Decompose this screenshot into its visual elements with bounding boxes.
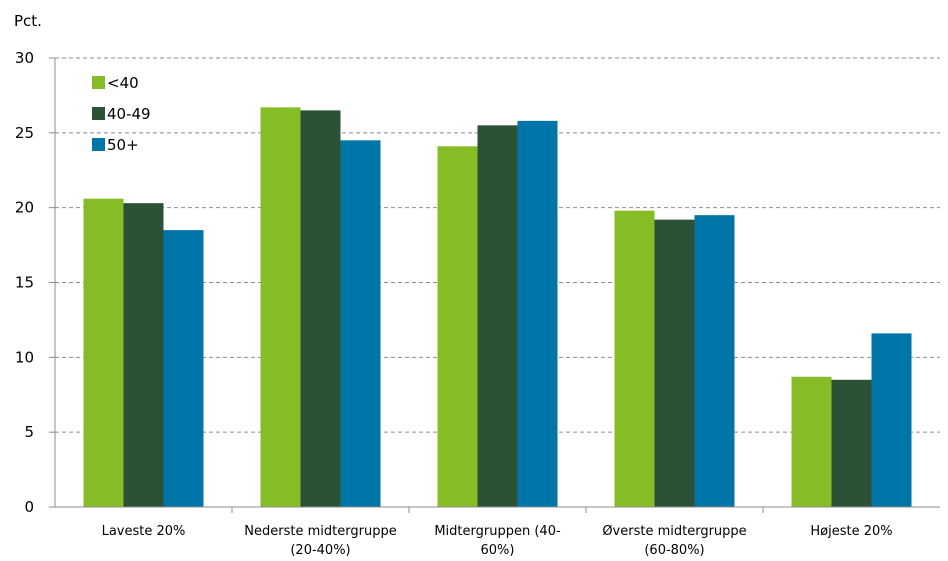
bar	[123, 203, 164, 507]
bar	[614, 210, 655, 507]
legend-item: 40-49	[92, 105, 151, 123]
legend-swatch	[92, 138, 105, 151]
y-unit-label: Pct.	[14, 12, 42, 30]
x-tick-label: Højeste 20%	[810, 524, 892, 539]
bar	[517, 120, 558, 508]
bar	[340, 140, 381, 508]
legend-item: <40	[92, 74, 139, 92]
y-tick-label: 20	[15, 199, 34, 217]
y-tick-label: 0	[24, 498, 34, 516]
bar	[831, 379, 872, 507]
legend-label: <40	[107, 74, 139, 92]
legend: <40 40-49 50+	[92, 74, 151, 154]
bar	[654, 219, 695, 507]
bar	[477, 125, 518, 507]
x-tick-label: Midtergruppen (40-60%)	[434, 524, 561, 558]
legend-swatch	[92, 76, 105, 89]
legend-item: 50+	[92, 136, 139, 154]
y-axis-ticks: 0 5 10 15 20 25 30	[15, 49, 55, 516]
bar	[871, 333, 912, 507]
x-tick-label: Nederste midtergruppe (20-40%)	[244, 524, 396, 558]
legend-swatch	[92, 107, 105, 120]
axes	[54, 58, 940, 513]
y-tick-label: 10	[15, 348, 34, 366]
x-tick-label: Laveste 20%	[102, 524, 186, 539]
y-tick-label: 5	[24, 423, 34, 441]
legend-label: 40-49	[107, 105, 151, 123]
y-tick-label: 30	[15, 49, 34, 67]
bar	[260, 107, 301, 507]
legend-label: 50+	[107, 136, 139, 154]
bar	[300, 110, 341, 507]
bar	[694, 215, 735, 507]
bar	[83, 198, 124, 508]
bar	[791, 376, 832, 507]
x-tick-label: Øverste midtergruppe (60-80%)	[602, 524, 746, 558]
bars	[83, 107, 912, 508]
x-axis-labels: Laveste 20% Nederste midtergruppe (20-40%)…	[102, 524, 893, 558]
bar	[163, 230, 204, 507]
y-tick-label: 25	[15, 124, 34, 142]
y-tick-label: 15	[15, 274, 34, 292]
bar	[437, 146, 478, 507]
